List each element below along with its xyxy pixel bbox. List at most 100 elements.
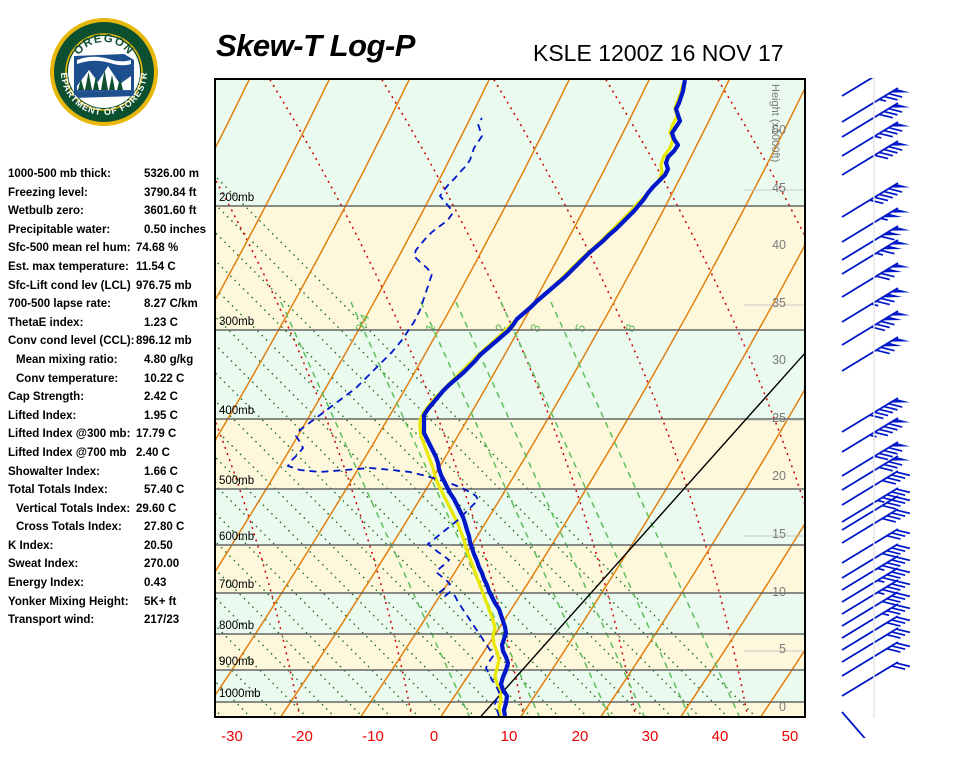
wind-barb (841, 470, 911, 506)
barb-staff (841, 591, 899, 627)
stat-label: Sfc-500 mean rel hum: (8, 242, 131, 255)
barb-full (874, 154, 889, 160)
barb-full (886, 597, 901, 603)
barb-full (881, 517, 896, 523)
barb-full (886, 573, 901, 579)
dry-adiabat-line (520, 245, 804, 716)
wind-barb (841, 711, 866, 738)
barb-full (886, 647, 901, 653)
barb-full (896, 556, 911, 562)
height-axis-title: Height (x1000ft) (769, 84, 781, 162)
stat-label: Vertical Totals Index: (16, 502, 131, 515)
wind-barb (841, 182, 910, 218)
stat-value: 3790.84 ft (144, 186, 197, 199)
barb-full (878, 151, 893, 157)
isotherm-line (216, 176, 756, 716)
sky-band (77, 56, 131, 66)
stat-row: Transport wind: 217/23 (8, 614, 208, 633)
height-label: 20 (772, 469, 786, 483)
stat-row: Lifted Index: 1.95 C (8, 410, 208, 429)
oregon-department-of-forestry-logo: OREGON DEPARTMENT OF FORESTRY (44, 8, 160, 128)
barb-full (891, 559, 906, 565)
stat-row: Sweat Index: 270.00 (8, 558, 208, 577)
stat-label: Freezing level: (8, 186, 88, 199)
dry-adiabat-line (600, 389, 804, 716)
dry-adiabat-line (216, 80, 330, 301)
height-label: 40 (772, 238, 786, 252)
height-label: 0 (779, 700, 786, 714)
barb-full (881, 600, 896, 606)
barb-half (881, 612, 890, 617)
barb-full (886, 621, 901, 627)
temperature-label: 0 (429, 728, 439, 745)
stat-row: 1000-500 mb thick: 5326.00 m (8, 168, 208, 187)
barb-full (869, 414, 884, 420)
pressure-band (216, 80, 804, 206)
stat-value: 10.22 C (144, 372, 185, 385)
pressure-band (216, 545, 804, 593)
barb-full (891, 499, 906, 505)
barb-full (896, 471, 911, 477)
stat-label: Showalter Index: (8, 465, 101, 478)
stat-value: 1.66 C (144, 465, 178, 478)
barb-full (886, 534, 901, 540)
barb-half (871, 303, 879, 307)
barb-pennant (890, 338, 910, 342)
wind-barb (841, 487, 911, 523)
barb-half (876, 252, 884, 256)
barb-full (876, 349, 891, 355)
station-header: KSLE 1200Z 16 NOV 17 (533, 40, 784, 66)
skewt-plot-area[interactable]: 0.4 1 2 3 5 8 200mb 300mb 400mb 500mb 600mb 700mb 8… (214, 78, 806, 718)
barb-full (886, 476, 901, 482)
barb-full (883, 449, 898, 455)
barb-full (888, 402, 903, 408)
stat-label: Cap Strength: (8, 391, 85, 404)
barb-pennant (890, 142, 910, 146)
stat-value: 2.40 C (136, 446, 170, 459)
stat-label: Precipitable water: (8, 223, 111, 236)
mixing-ratio-label: 0.4 (352, 312, 373, 334)
barb-full (876, 323, 891, 329)
pressure-label: 200mb (219, 192, 255, 204)
barb-staff (841, 207, 899, 243)
temperature-label: -30 (221, 728, 243, 745)
barb-full (891, 583, 906, 589)
barb-full (883, 148, 898, 154)
barb-half (877, 499, 885, 503)
barb-full (878, 408, 893, 414)
stat-row: Conv cond level (CCL): 896.12 mb (8, 335, 208, 354)
height-label: 35 (772, 296, 786, 310)
wind-barb (841, 579, 911, 615)
barb-staff (841, 615, 899, 651)
barb-full (876, 275, 891, 281)
pressure-band (216, 670, 804, 702)
barb-full (896, 592, 911, 598)
barb-full (896, 642, 911, 648)
wind-barb (841, 225, 910, 261)
stat-value: 896.12 mb (136, 335, 192, 348)
wind-barb (841, 528, 911, 564)
barb-staff (841, 495, 899, 531)
wind-barb (841, 287, 910, 323)
barb-pennant (890, 457, 910, 461)
stat-value: 27.80 C (144, 521, 185, 534)
pressure-label: 700mb (219, 579, 255, 591)
barb-pennant (890, 419, 910, 423)
barb-full (883, 463, 898, 469)
barb-full (874, 196, 889, 202)
barb-full (896, 580, 911, 586)
height-label: 15 (772, 527, 786, 541)
temperature-label: 30 (641, 728, 659, 745)
stat-row: Sfc-Lift cond lev (LCL) 976.75 mb (8, 280, 208, 299)
wind-barb (841, 310, 910, 346)
seal-base-band (74, 90, 134, 98)
barb-staff (841, 262, 899, 298)
stat-value: 270.00 (144, 558, 180, 571)
barb-full (883, 129, 898, 135)
barb-full (881, 552, 896, 558)
stat-row: K Index: 20.50 (8, 540, 208, 559)
stat-label: Lifted Index @700 mb (8, 446, 127, 459)
barb-full (896, 568, 911, 574)
barb-staff (841, 528, 899, 564)
stat-label: Wetbulb zero: (8, 205, 84, 218)
